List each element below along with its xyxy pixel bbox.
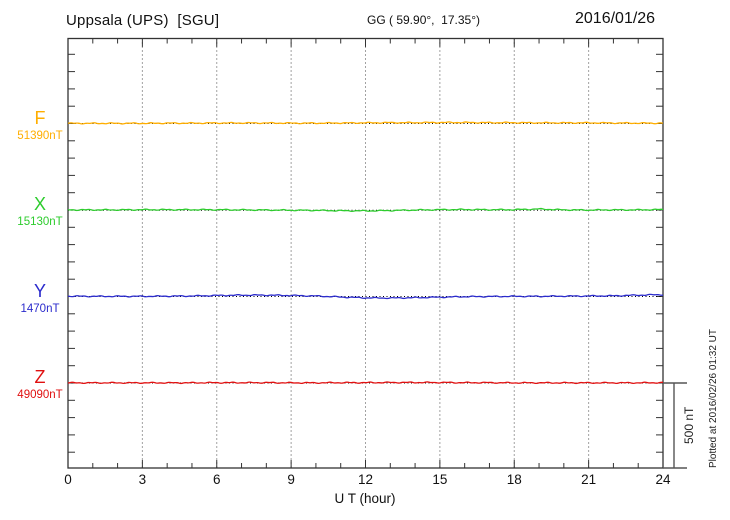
channel-baseline-Y: 1470nT (20, 302, 60, 315)
trace-X (67, 207, 664, 213)
x-tick-label: 6 (212, 472, 221, 487)
channel-baseline-F: 51390nT (17, 129, 63, 142)
x-tick-label: 12 (357, 472, 374, 487)
x-tick-label: 21 (581, 472, 597, 487)
x-tick-label: 15 (432, 472, 448, 487)
channel-label-X: X (33, 194, 46, 215)
channel-baseline-X: 15130nT (17, 216, 63, 229)
trace-F (67, 121, 664, 125)
channel-label-F: F (34, 107, 46, 128)
trace-Y (67, 293, 664, 300)
station-title: Uppsala (UPS) [SGU] (66, 12, 220, 29)
x-tick-label: 0 (64, 472, 72, 487)
channel-baseline-Z: 49090nT (17, 389, 63, 401)
x-axis-title: U T (hour) (334, 491, 396, 506)
trace-Z (67, 381, 664, 385)
scale-bar-label: 500 nT (682, 406, 696, 445)
x-tick-label: 9 (287, 472, 295, 487)
plotted-timestamp: Plotted at 2016/02/26 01:32 UT (708, 329, 719, 469)
channel-label-Y: Y (33, 280, 46, 301)
x-tick-label: 3 (138, 472, 147, 487)
plot-date: 2016/01/26 (575, 10, 656, 27)
x-tick-label: 24 (655, 472, 671, 487)
x-tick-label: 18 (506, 472, 522, 487)
channel-label-Z: Z (34, 367, 46, 387)
geo-coords: GG ( 59.90°, 17.35°) (367, 13, 480, 27)
